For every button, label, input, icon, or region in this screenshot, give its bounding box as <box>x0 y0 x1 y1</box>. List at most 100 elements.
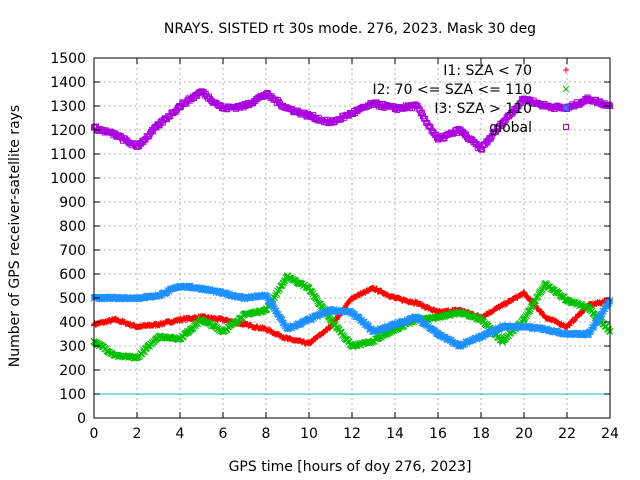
data-point <box>434 330 442 338</box>
y-tick-label: 1000 <box>50 171 86 187</box>
data-point <box>155 333 162 340</box>
data-point <box>585 95 592 102</box>
data-point <box>327 119 334 126</box>
data-point <box>198 285 205 292</box>
data-point <box>348 309 356 316</box>
legend: I1: SZA < 70 I2: 70 <= SZA <= 110 I3: SZA … <box>372 63 570 136</box>
data-point <box>605 101 612 108</box>
data-point <box>585 304 592 311</box>
data-point <box>456 342 463 350</box>
x-tick-label: 22 <box>558 426 576 442</box>
data-point <box>262 306 270 314</box>
data-point <box>521 290 527 297</box>
data-point <box>112 352 119 359</box>
data-point <box>499 337 506 345</box>
y-tick-label: 300 <box>59 339 86 355</box>
data-point <box>263 91 269 97</box>
data-point <box>370 337 377 345</box>
y-tick-label: 600 <box>59 267 86 283</box>
data-point <box>133 294 141 302</box>
data-point <box>176 282 184 290</box>
data-point <box>134 143 140 150</box>
data-point <box>499 119 506 126</box>
data-point <box>542 325 549 333</box>
data-point <box>155 321 162 328</box>
data-point <box>271 305 278 313</box>
x-tick-label: 0 <box>90 426 99 442</box>
x-tick-label: 4 <box>176 426 185 442</box>
data-point <box>133 354 141 362</box>
data-point <box>417 316 425 324</box>
data-point <box>305 285 313 292</box>
y-tick-label: 0 <box>77 411 86 427</box>
data-point <box>165 288 173 296</box>
data-point <box>499 302 506 309</box>
data-point <box>499 323 506 331</box>
data-point <box>598 310 606 318</box>
y-tick-label: 900 <box>59 195 86 211</box>
y-tick-label: 500 <box>59 291 86 307</box>
data-point <box>595 314 603 322</box>
x-tick-label: 20 <box>515 426 533 442</box>
data-point <box>155 292 162 299</box>
x-tick-label: 10 <box>300 426 318 442</box>
data-point <box>284 273 291 280</box>
data-point <box>370 285 377 292</box>
legend-marker <box>563 124 569 130</box>
data-point <box>112 131 119 138</box>
data-point <box>241 103 248 109</box>
data-point <box>284 105 291 112</box>
data-point <box>198 88 205 95</box>
x-tick-label: 8 <box>262 426 271 442</box>
data-point <box>477 333 485 340</box>
data-point <box>272 307 280 315</box>
data-point <box>600 307 607 315</box>
data-point <box>278 316 286 324</box>
y-tick-label: 200 <box>59 363 86 379</box>
data-point <box>391 321 399 328</box>
series-3 <box>91 88 613 153</box>
data-point <box>305 316 313 323</box>
data-point <box>267 298 275 306</box>
legend-marker <box>562 104 570 112</box>
data-point <box>542 103 549 109</box>
data-point <box>477 316 485 323</box>
x-tick-label: 24 <box>601 426 619 442</box>
data-point <box>542 280 549 287</box>
chart-title: NRAYS. SISTED rt 30s mode. 276, 2023. Ma… <box>164 21 536 37</box>
data-point <box>241 294 248 302</box>
data-point <box>605 300 613 307</box>
data-point <box>606 298 613 306</box>
data-point <box>349 110 355 117</box>
data-point <box>241 321 248 328</box>
data-point <box>370 100 377 107</box>
x-tick-label: 12 <box>343 426 361 442</box>
legend-marker <box>562 85 570 93</box>
data-point <box>351 342 359 350</box>
data-point <box>284 335 291 342</box>
data-point <box>435 136 441 143</box>
x-tick-label: 18 <box>472 426 490 442</box>
data-point <box>313 295 321 303</box>
data-point <box>434 313 442 321</box>
legend-label: global <box>489 120 532 136</box>
y-tick-label: 100 <box>59 387 86 403</box>
data-point <box>392 105 398 112</box>
data-point <box>268 301 276 309</box>
data-point <box>585 330 592 338</box>
data-point <box>564 323 570 330</box>
legend-label: I2: 70 <= SZA <= 110 <box>372 82 532 98</box>
x-tick-label: 6 <box>219 426 228 442</box>
x-tick-label: 2 <box>133 426 142 442</box>
data-point <box>263 326 269 333</box>
data-point <box>542 314 549 321</box>
data-point <box>241 311 248 319</box>
y-tick-label: 1100 <box>50 147 86 163</box>
data-point <box>220 316 226 323</box>
data-point <box>484 330 492 338</box>
data-point <box>563 297 571 304</box>
data-point <box>349 295 355 301</box>
data-point <box>413 313 420 321</box>
x-axis-label: GPS time [hours of doy 276, 2023] <box>229 459 472 475</box>
series-2 <box>90 282 614 351</box>
